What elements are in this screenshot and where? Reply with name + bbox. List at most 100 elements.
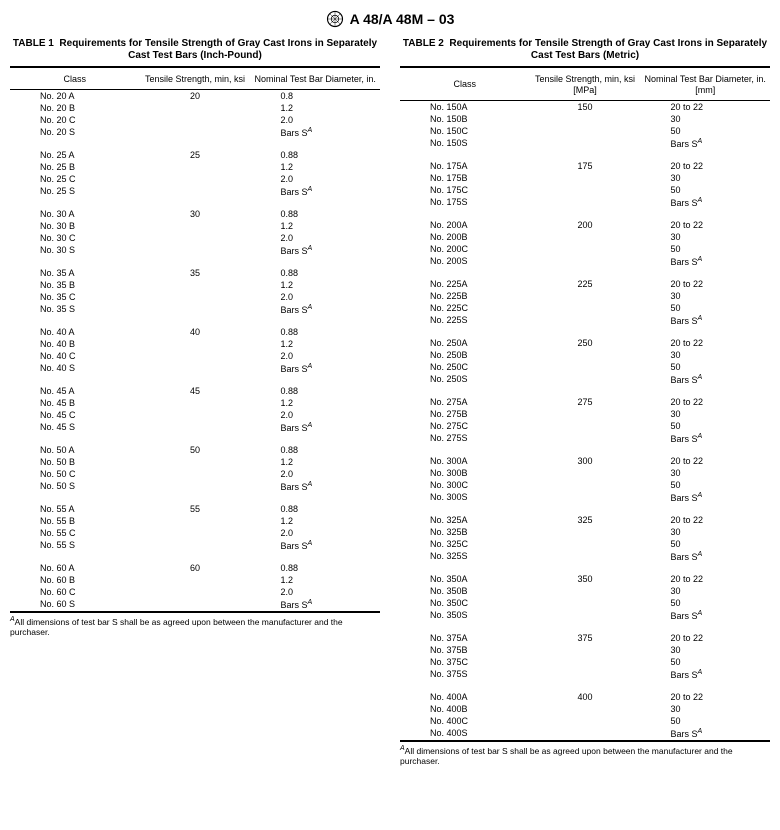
cell-tensile <box>140 468 251 480</box>
table-row: No. 20 C 2.0 <box>10 114 380 126</box>
table-row: No. 300SBars SA <box>400 491 770 504</box>
cell-diameter: Bars SA <box>641 727 771 741</box>
table1-header-class: Class <box>10 70 140 89</box>
table-row: No. 60 A600.88 <box>10 562 380 574</box>
cell-diameter: Bars SA <box>251 244 381 257</box>
cell-diameter: 1.2 <box>251 220 381 232</box>
table-row: No. 30 C2.0 <box>10 232 380 244</box>
cell-class: No. 375C <box>400 656 530 668</box>
table1-caption: TABLE 1 Requirements for Tensile Strengt… <box>10 38 380 62</box>
cell-class: No. 35 S <box>10 303 140 316</box>
cell-class: No. 400C <box>400 715 530 727</box>
table-row: No. 35 C2.0 <box>10 291 380 303</box>
cell-diameter: 50 <box>641 656 771 668</box>
cell-tensile <box>140 586 251 598</box>
cell-tensile: 175 <box>530 160 641 172</box>
table1-wrapper: TABLE 1 Requirements for Tensile Strengt… <box>10 38 380 766</box>
cell-diameter: Bars SA <box>251 480 381 493</box>
cell-tensile <box>530 302 641 314</box>
cell-tensile: 350 <box>530 573 641 585</box>
table-row: No. 375SBars SA <box>400 668 770 681</box>
table-row: No. 325C50 <box>400 538 770 550</box>
cell-class: No. 150A <box>400 100 530 113</box>
cell-diameter: 20 to 22 <box>641 455 771 467</box>
cell-tensile <box>530 196 641 209</box>
cell-tensile <box>530 231 641 243</box>
table-row: No. 175C50 <box>400 184 770 196</box>
cell-diameter: 30 <box>641 349 771 361</box>
table-row: No. 375C 50 <box>400 656 770 668</box>
cell-diameter: 30 <box>641 526 771 538</box>
table-row: No. 225SBars SA <box>400 314 770 327</box>
cell-diameter: 0.88 <box>251 326 381 338</box>
cell-class: No. 150S <box>400 137 530 150</box>
table-row: No. 200SBars SA <box>400 255 770 268</box>
cell-diameter: Bars SA <box>641 491 771 504</box>
cell-class: No. 20 C <box>10 114 140 126</box>
table-row: No. 350B30 <box>400 585 770 597</box>
cell-diameter: 20 to 22 <box>641 219 771 231</box>
cell-diameter: 30 <box>641 231 771 243</box>
table-row: No. 275B30 <box>400 408 770 420</box>
cell-diameter: Bars SA <box>641 668 771 681</box>
cell-diameter: 20 to 22 <box>641 632 771 644</box>
cell-tensile <box>140 220 251 232</box>
cell-tensile <box>140 291 251 303</box>
cell-class: No. 200A <box>400 219 530 231</box>
cell-tensile <box>140 161 251 173</box>
cell-class: No. 30 A <box>10 208 140 220</box>
cell-diameter: Bars SA <box>641 432 771 445</box>
cell-diameter: 0.88 <box>251 562 381 574</box>
cell-diameter: 1.2 <box>251 456 381 468</box>
cell-class: No. 45 B <box>10 397 140 409</box>
table-row: No. 350A35020 to 22 <box>400 573 770 585</box>
cell-diameter: Bars SA <box>641 255 771 268</box>
cell-diameter: 2.0 <box>251 114 381 126</box>
cell-class: No. 20 S <box>10 126 140 139</box>
table-row: No. 150B30 <box>400 113 770 125</box>
cell-tensile <box>140 126 251 139</box>
cell-class: No. 40 S <box>10 362 140 375</box>
table-row: No. 325B30 <box>400 526 770 538</box>
cell-diameter: 2.0 <box>251 527 381 539</box>
table-row: No. 35 A350.88 <box>10 267 380 279</box>
cell-tensile: 25 <box>140 149 251 161</box>
cell-diameter: Bars SA <box>251 185 381 198</box>
cell-tensile <box>530 597 641 609</box>
cell-tensile <box>140 350 251 362</box>
cell-tensile <box>530 290 641 302</box>
cell-tensile: 225 <box>530 278 641 290</box>
cell-diameter: 50 <box>641 715 771 727</box>
cell-diameter: 20 to 22 <box>641 278 771 290</box>
cell-class: No. 200C <box>400 243 530 255</box>
cell-diameter: 1.2 <box>251 515 381 527</box>
table-row: No. 225C50 <box>400 302 770 314</box>
cell-diameter: 2.0 <box>251 350 381 362</box>
cell-diameter: Bars SA <box>251 421 381 434</box>
cell-tensile <box>140 480 251 493</box>
cell-diameter: 30 <box>641 408 771 420</box>
cell-diameter: 2.0 <box>251 586 381 598</box>
cell-tensile <box>140 303 251 316</box>
cell-diameter: 50 <box>641 243 771 255</box>
table-row: No. 200C 50 <box>400 243 770 255</box>
cell-diameter: 20 to 22 <box>641 337 771 349</box>
cell-tensile <box>530 243 641 255</box>
table2-header-class: Class <box>400 70 530 100</box>
cell-class: No. 400A <box>400 691 530 703</box>
cell-class: No. 55 S <box>10 539 140 552</box>
cell-tensile <box>140 527 251 539</box>
cell-class: No. 175A <box>400 160 530 172</box>
cell-tensile <box>140 244 251 257</box>
table-row: No. 250B30 <box>400 349 770 361</box>
table-row: No. 150SBars SA <box>400 137 770 150</box>
cell-diameter: 2.0 <box>251 291 381 303</box>
cell-tensile: 325 <box>530 514 641 526</box>
cell-class: No. 45 S <box>10 421 140 434</box>
cell-class: No. 350A <box>400 573 530 585</box>
cell-tensile <box>140 456 251 468</box>
table-row: No. 60 C2.0 <box>10 586 380 598</box>
table-row: No. 40 C2.0 <box>10 350 380 362</box>
cell-class: No. 30 S <box>10 244 140 257</box>
cell-tensile <box>530 420 641 432</box>
